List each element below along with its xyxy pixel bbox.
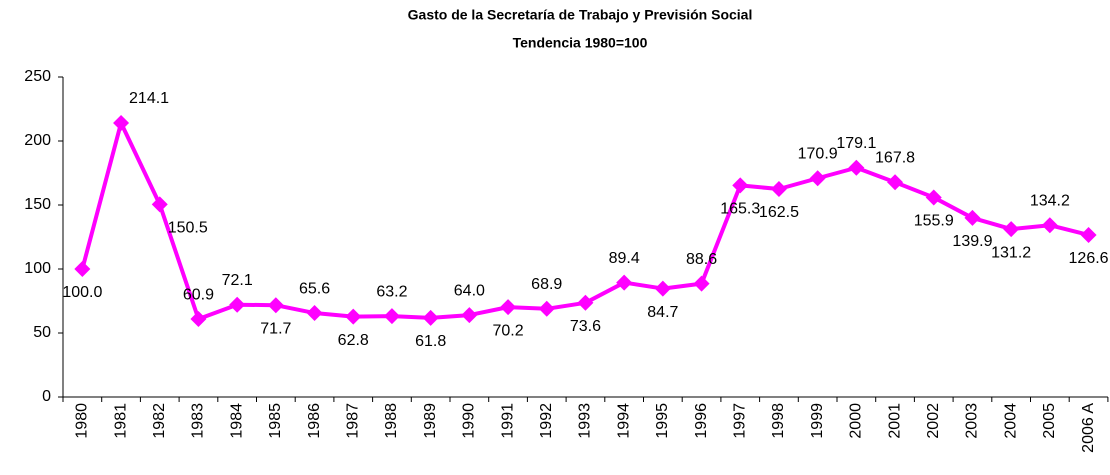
marker [345,308,362,325]
x-tick-label: 2003 [964,403,981,439]
marker [770,181,787,197]
marker [306,305,323,322]
x-tick-label: 1994 [615,403,632,439]
y-tick-label: 0 [42,388,51,405]
marker [422,309,439,326]
x-tick-label: 1997 [731,403,748,439]
x-tick-label: 2000 [848,403,865,439]
marker [848,159,865,176]
data-label: 60.9 [183,286,214,303]
x-tick-label: 1982 [151,403,168,439]
data-label: 165.3 [720,201,760,218]
marker [383,308,400,325]
marker [1041,217,1058,234]
data-label: 167.8 [875,149,915,166]
marker [693,275,710,292]
data-label: 179.1 [836,135,876,152]
y-tick-label: 100 [24,260,51,277]
y-tick-label: 50 [33,324,51,341]
x-tick-label: 1988 [383,403,400,439]
x-tick-label: 1993 [577,403,594,439]
x-tick-label: 1986 [306,403,323,439]
x-tick-label: 1981 [112,403,129,439]
data-label: 126.6 [1069,250,1109,267]
data-label: 131.2 [991,244,1031,261]
data-label: 150.5 [168,220,208,237]
data-label: 139.9 [952,233,992,250]
data-label: 100.0 [62,284,102,301]
marker [113,114,130,131]
x-tick-label: 1987 [344,403,361,439]
marker [267,297,284,314]
marker [654,280,671,297]
data-label: 61.8 [415,333,446,350]
marker [151,196,168,213]
data-label: 64.0 [454,282,485,299]
chart-subtitle: Tendencia 1980=100 [513,35,648,51]
x-tick-label: 2006 A [1080,403,1097,453]
x-tick-label: 1992 [538,403,555,439]
marker [1003,221,1020,238]
x-tick-label: 1996 [693,403,710,439]
marker [577,294,594,311]
marker [887,174,904,191]
y-tick-label: 150 [24,196,51,213]
x-tick-label: 1991 [499,403,516,439]
marker [1080,226,1097,243]
chart-title: Gasto de la Secretaría de Trabajo y Prev… [408,7,753,23]
marker [925,189,942,206]
y-tick-label: 200 [24,132,51,149]
data-label: 73.6 [570,318,601,335]
data-label: 162.5 [759,204,799,221]
data-label: 71.7 [260,320,291,337]
x-tick-label: 1999 [809,403,826,439]
marker [538,300,555,317]
marker [74,261,91,277]
x-tick-label: 1995 [654,403,671,439]
data-label: 155.9 [914,213,954,230]
x-tick-label: 2005 [1041,403,1058,439]
data-label: 65.6 [299,280,330,297]
data-label: 68.9 [531,276,562,293]
marker [616,274,633,291]
data-label: 70.2 [492,322,523,339]
marker [461,307,478,324]
x-tick-label: 1984 [228,403,245,439]
x-tick-label: 1985 [267,403,284,439]
marker [732,177,749,194]
x-tick-label: 2001 [886,403,903,439]
marker [964,209,981,226]
marker [190,311,207,328]
x-tick-label: 2002 [925,403,942,439]
x-tick-label: 1989 [422,403,439,439]
x-tick-label: 1998 [770,403,787,439]
data-label: 84.7 [647,304,678,321]
marker [809,170,826,187]
data-label: 88.6 [686,251,717,268]
x-tick-label: 1983 [190,403,207,439]
data-label: 170.9 [798,145,838,162]
x-tick-label: 1980 [74,403,91,439]
marker [229,296,246,313]
data-label: 72.1 [222,272,253,289]
data-label: 214.1 [129,90,169,107]
y-tick-label: 250 [24,68,51,85]
data-label: 134.2 [1030,192,1070,209]
data-label: 63.2 [376,283,407,300]
data-label: 62.8 [338,332,369,349]
x-tick-label: 1990 [461,403,478,439]
x-tick-label: 2004 [1002,403,1019,439]
data-label: 89.4 [609,250,640,267]
marker [500,299,517,316]
